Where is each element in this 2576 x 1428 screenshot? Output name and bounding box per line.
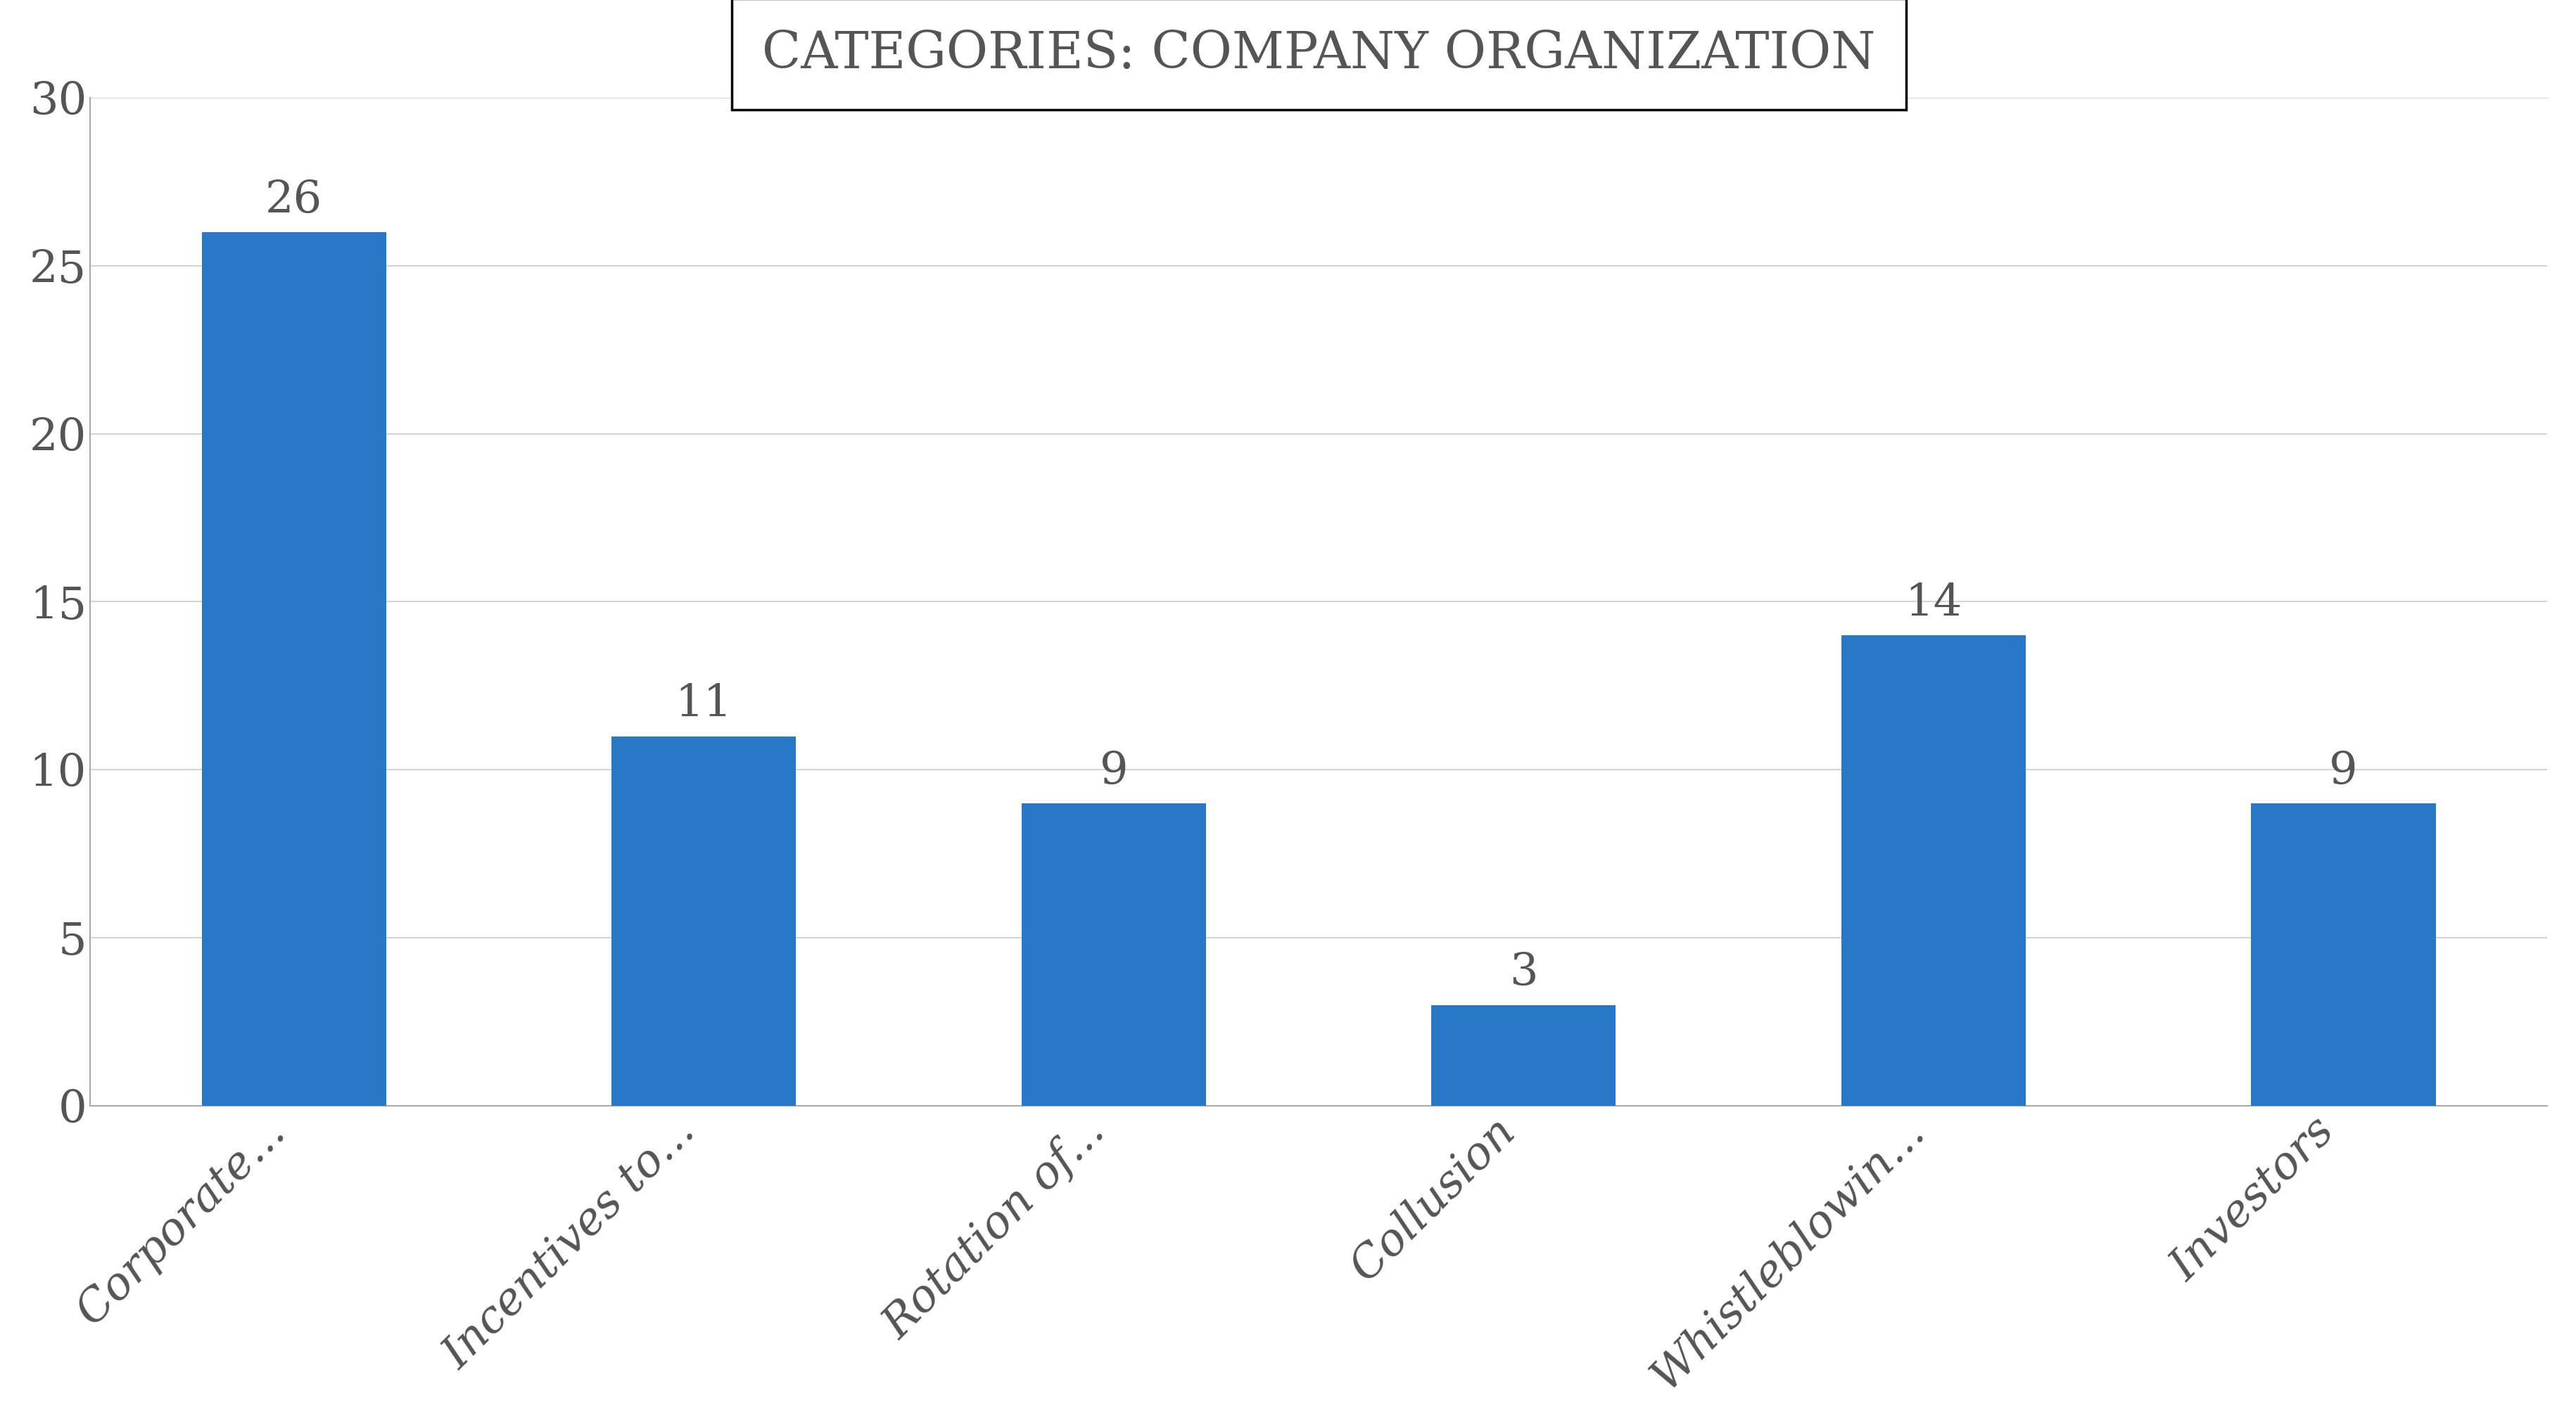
Text: 3: 3 <box>1510 952 1538 995</box>
Text: 9: 9 <box>2329 750 2357 794</box>
Text: 9: 9 <box>1100 750 1128 794</box>
Bar <box>611 737 796 1105</box>
Bar <box>1842 635 2025 1105</box>
Bar <box>1020 804 1206 1105</box>
Bar <box>1432 1005 1615 1105</box>
Bar <box>201 233 386 1105</box>
Text: 26: 26 <box>265 178 322 221</box>
Text: 14: 14 <box>1904 583 1963 625</box>
Text: 11: 11 <box>675 683 732 725</box>
Title: CATEGORIES: COMPANY ORGANIZATION: CATEGORIES: COMPANY ORGANIZATION <box>762 30 1875 79</box>
Bar <box>2251 804 2434 1105</box>
